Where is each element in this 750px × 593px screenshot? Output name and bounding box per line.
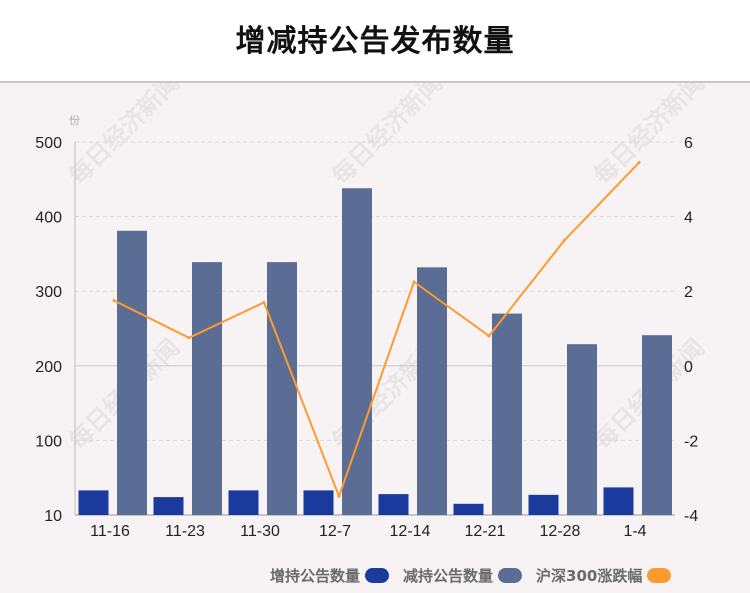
y-right-tick--2: -2 (684, 433, 698, 450)
point-index-1-4 (637, 161, 641, 165)
x-tick-12-21: 12-21 (465, 523, 506, 540)
bar-increase-12-14 (378, 494, 409, 515)
y-left-tick-10: 10 (44, 508, 62, 525)
legend-label-decrease: 减持公告数量 (403, 566, 494, 585)
line-index-series (113, 161, 640, 498)
point-index-11-16 (112, 299, 116, 303)
bar-increase-11-30 (228, 490, 259, 515)
point-index-12-21 (487, 334, 491, 338)
bar-increase-11-16 (78, 490, 109, 515)
x-tick-1-4: 1-4 (623, 523, 646, 540)
bar-decrease-12-7 (342, 188, 372, 515)
bar-increase-1-4 (603, 487, 634, 515)
y-right-tick-2: 2 (684, 284, 693, 301)
x-tick-12-14: 12-14 (390, 523, 431, 540)
x-tick-11-16: 11-16 (90, 523, 130, 540)
chart-header: 增减持公告发布数量 (0, 0, 750, 83)
bar-decrease-12-28 (567, 344, 597, 515)
y-right-tick-0: 0 (684, 359, 693, 376)
y-left-tick-300: 300 (35, 284, 62, 301)
bar-decrease-1-4 (642, 335, 672, 515)
legend-item-index[interactable]: 沪深300涨跌幅 (536, 565, 672, 586)
chart-legend: 增持公告数量 减持公告数量 沪深300涨跌幅 (270, 563, 677, 587)
legend-label-index: 沪深300涨跌幅 (536, 566, 643, 585)
legend-swatch-index (647, 567, 672, 583)
legend-swatch-increase (365, 567, 390, 583)
y-left-tick-400: 400 (35, 210, 62, 227)
watermark-0: 每日经济新闻 (64, 83, 186, 190)
chart-title: 增减持公告发布数量 (235, 23, 515, 59)
y-left-tick-200: 200 (35, 359, 62, 376)
bar-increase-12-28 (528, 494, 559, 515)
point-index-12-14 (412, 280, 416, 284)
point-index-11-30 (262, 300, 266, 304)
watermark-1: 每日经济新闻 (327, 83, 449, 190)
bar-decrease-11-23 (192, 262, 222, 515)
y-left-tick-100: 100 (35, 433, 62, 450)
y-right-tick-4: 4 (684, 210, 693, 227)
bar-decrease-12-21 (492, 313, 522, 515)
bar-decrease-11-30 (267, 262, 297, 515)
x-tick-12-28: 12-28 (540, 523, 581, 540)
bar-increase-11-23 (153, 497, 184, 515)
bar-increase-12-21 (453, 503, 484, 515)
y-right-tick-6: 6 (684, 135, 693, 152)
legend-label-increase: 增持公告数量 (270, 566, 361, 585)
y-left-unit: 份 (69, 114, 80, 127)
legend-item-increase[interactable]: 增持公告数量 (270, 565, 390, 586)
point-index-11-23 (187, 336, 191, 340)
y-right-tick--4: -4 (684, 508, 698, 525)
legend-swatch-decrease (498, 567, 523, 583)
point-index-12-7 (337, 494, 341, 498)
x-tick-11-30: 11-30 (240, 523, 280, 540)
x-tick-12-7: 12-7 (319, 523, 351, 540)
point-index-12-28 (562, 239, 566, 243)
bar-decrease-11-16 (117, 230, 147, 516)
bar-increase-12-7 (303, 490, 334, 515)
legend-item-decrease[interactable]: 减持公告数量 (403, 565, 523, 586)
chart-canvas: 每日经济新闻每日经济新闻每日经济新闻每日经济新闻每日经济新闻每日经济新闻份101… (35, 83, 710, 540)
bar-decrease-12-14 (417, 267, 447, 515)
x-tick-11-23: 11-23 (165, 523, 205, 540)
y-left-tick-500: 500 (35, 135, 62, 152)
